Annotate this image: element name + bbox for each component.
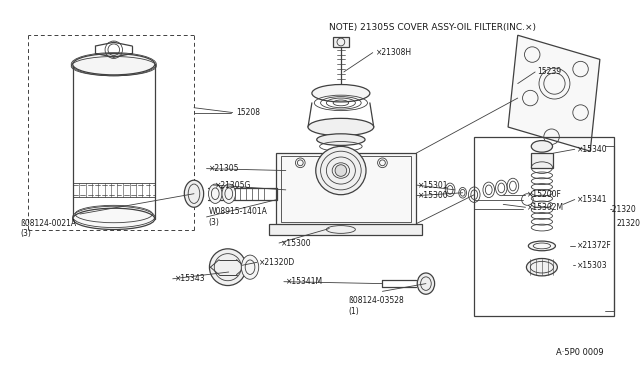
Text: ×15302M: ×15302M xyxy=(527,203,564,212)
Ellipse shape xyxy=(312,84,370,102)
Ellipse shape xyxy=(222,184,236,203)
Ellipse shape xyxy=(308,118,374,136)
Ellipse shape xyxy=(527,259,557,276)
Ellipse shape xyxy=(241,255,259,279)
Text: ×15300: ×15300 xyxy=(418,191,449,200)
Text: ×21305G: ×21305G xyxy=(215,180,252,189)
Ellipse shape xyxy=(417,273,435,294)
Polygon shape xyxy=(508,35,600,151)
Text: 15208: 15208 xyxy=(237,108,260,117)
Bar xyxy=(269,224,422,235)
Text: ×21308H: ×21308H xyxy=(376,48,412,57)
Text: ×15341M: ×15341M xyxy=(286,277,323,286)
Text: 15239: 15239 xyxy=(537,67,561,77)
Text: ×15200F: ×15200F xyxy=(527,190,563,199)
Ellipse shape xyxy=(209,184,222,203)
Text: ×15301: ×15301 xyxy=(418,180,449,189)
Bar xyxy=(531,153,552,168)
Text: ×15300: ×15300 xyxy=(281,238,312,247)
Bar xyxy=(333,37,349,47)
Text: ß08124-0021A
(3): ß08124-0021A (3) xyxy=(20,219,76,238)
Text: W08915-1401A
(3): W08915-1401A (3) xyxy=(209,207,268,227)
Ellipse shape xyxy=(209,249,246,286)
Ellipse shape xyxy=(316,146,366,195)
Ellipse shape xyxy=(529,241,556,251)
Text: ×21305: ×21305 xyxy=(209,164,239,173)
Bar xyxy=(276,153,416,226)
Text: NOTE) 21305S COVER ASSY-OIL FILTER(INC.×): NOTE) 21305S COVER ASSY-OIL FILTER(INC.×… xyxy=(330,23,536,32)
Text: ×15341: ×15341 xyxy=(577,195,607,204)
Bar xyxy=(474,137,614,315)
Text: 21320: 21320 xyxy=(616,219,640,228)
Text: ×15303: ×15303 xyxy=(577,261,607,270)
Ellipse shape xyxy=(531,141,552,152)
Ellipse shape xyxy=(184,180,204,207)
Text: ×15343: ×15343 xyxy=(175,274,205,283)
Text: ×21372F: ×21372F xyxy=(577,241,611,250)
Ellipse shape xyxy=(73,208,155,230)
Text: ×15340: ×15340 xyxy=(577,145,607,154)
Text: A·5P0 0009: A·5P0 0009 xyxy=(556,348,604,357)
Ellipse shape xyxy=(73,54,155,75)
Bar xyxy=(281,156,412,222)
Circle shape xyxy=(335,165,347,176)
Text: ß08124-03528
(1): ß08124-03528 (1) xyxy=(349,296,404,315)
Text: ×21320D: ×21320D xyxy=(259,258,295,267)
Text: -21320: -21320 xyxy=(609,205,636,214)
Ellipse shape xyxy=(317,134,365,145)
